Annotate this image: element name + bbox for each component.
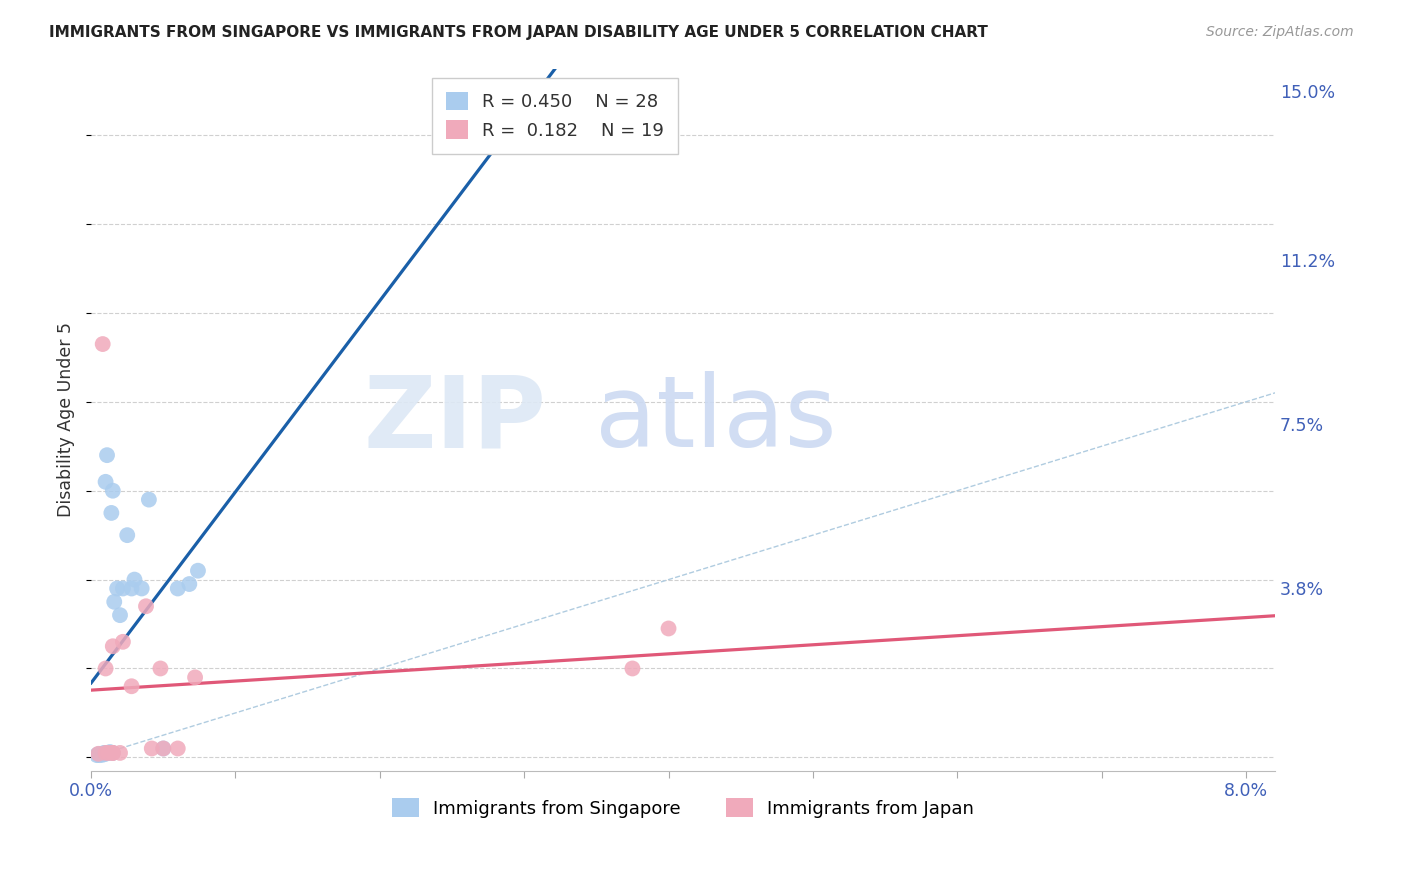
Text: IMMIGRANTS FROM SINGAPORE VS IMMIGRANTS FROM JAPAN DISABILITY AGE UNDER 5 CORREL: IMMIGRANTS FROM SINGAPORE VS IMMIGRANTS … [49, 25, 988, 40]
Point [111, 635, 134, 649]
Point [131, 582, 153, 596]
Point [103, 595, 125, 609]
Point [100, 506, 122, 520]
Point [657, 622, 679, 636]
Point [152, 741, 174, 756]
Point [90, 747, 112, 761]
Point [121, 679, 143, 693]
Point [179, 577, 201, 591]
Point [108, 608, 131, 623]
Point [187, 564, 209, 578]
Point [105, 582, 128, 596]
Point [96, 448, 118, 462]
Point [184, 670, 207, 684]
Point [94, 746, 117, 760]
Point [166, 741, 188, 756]
Point [135, 599, 157, 614]
Point [101, 746, 124, 760]
Point [124, 573, 146, 587]
Point [89, 748, 111, 763]
Point [101, 640, 124, 654]
Point [98, 745, 121, 759]
Point [166, 582, 188, 596]
Y-axis label: Disability Age Under 5: Disability Age Under 5 [58, 322, 75, 517]
Point [138, 492, 160, 507]
Point [111, 582, 134, 596]
Point [86, 748, 108, 763]
Text: Source: ZipAtlas.com: Source: ZipAtlas.com [1206, 25, 1354, 39]
Point [101, 746, 124, 760]
Point [141, 741, 163, 756]
Text: atlas: atlas [595, 371, 837, 468]
Point [93, 746, 115, 760]
Point [91, 337, 114, 351]
Point [97, 746, 120, 760]
Legend: Immigrants from Singapore, Immigrants from Japan: Immigrants from Singapore, Immigrants fr… [384, 791, 981, 825]
Point [621, 661, 644, 675]
Point [115, 528, 138, 542]
Point [101, 746, 124, 760]
Point [108, 746, 131, 760]
Text: ZIP: ZIP [364, 371, 547, 468]
Point [87, 747, 110, 761]
Point [87, 747, 110, 762]
Point [91, 747, 114, 762]
Point [94, 747, 117, 761]
Point [97, 746, 120, 760]
Point [152, 741, 174, 756]
Point [94, 475, 117, 489]
Point [101, 483, 124, 498]
Point [94, 661, 117, 675]
Point [149, 661, 172, 675]
Point [121, 582, 143, 596]
Point [94, 746, 117, 760]
